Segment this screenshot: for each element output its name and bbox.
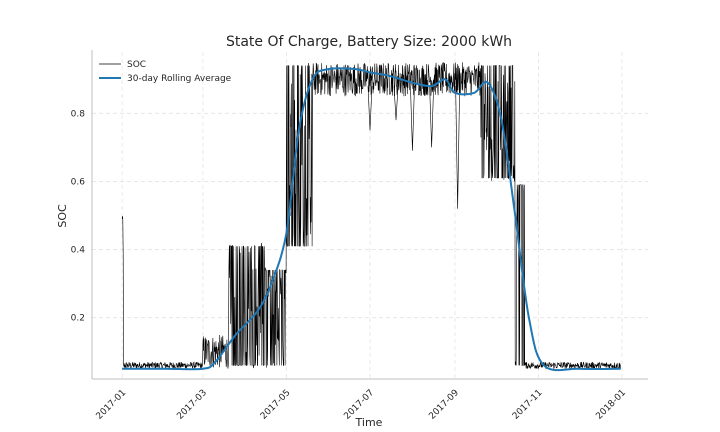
y-tick-label: 0.4: [71, 246, 86, 256]
y-tick-label: 0.6: [71, 177, 86, 187]
x-tick-label: 2017-01: [95, 388, 129, 422]
legend: SOC 30-day Rolling Average: [99, 60, 232, 84]
soc-dip: [393, 86, 399, 121]
y-axis-label: SOC: [56, 204, 69, 228]
soc-series: [121, 62, 621, 370]
x-tick-label: 2018-01: [594, 388, 628, 422]
soc-dip: [429, 86, 434, 148]
rolling-average-line: [122, 67, 621, 372]
soc-line: [121, 62, 621, 370]
legend-soc-label: SOC: [127, 60, 146, 70]
legend-average-label: 30-day Rolling Average: [127, 74, 232, 84]
y-tick-label: 0.8: [71, 109, 86, 119]
x-tick-label: 2017-05: [259, 388, 293, 422]
rolling-average-series: [122, 67, 621, 372]
x-axis-label: Time: [355, 416, 383, 429]
soc-dip: [367, 86, 373, 131]
x-tick-label: 2017-09: [427, 388, 461, 422]
x-tick-label: 2017-03: [175, 388, 209, 422]
soc-dip: [410, 86, 415, 151]
grid: [92, 52, 648, 379]
soc-dip: [455, 86, 460, 209]
y-tick-label: 0.2: [71, 314, 85, 324]
chart-title: State Of Charge, Battery Size: 2000 kWh: [226, 34, 512, 50]
x-tick-label: 2017-11: [511, 388, 545, 422]
